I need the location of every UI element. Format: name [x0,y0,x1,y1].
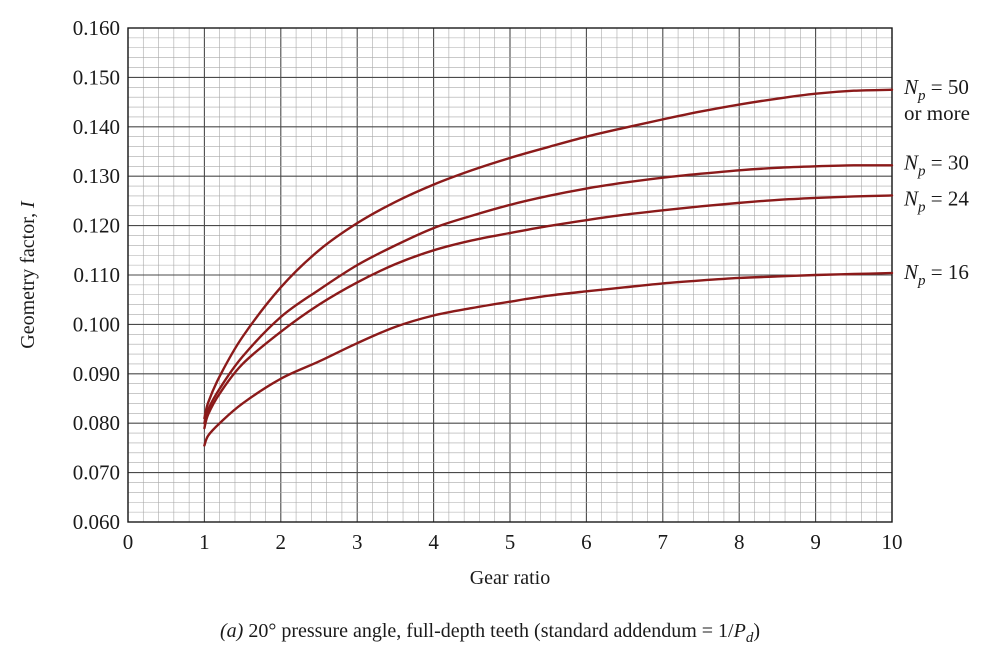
x-axis-title: Gear ratio [470,567,551,589]
x-tick-label: 2 [276,530,287,554]
caption-var: P [733,620,746,642]
x-tick-label: 5 [505,530,516,554]
series-label-line2: or more [904,101,970,125]
plot-frame [127,27,893,523]
x-tick-label: 0 [123,530,134,554]
caption-sub: d [746,630,754,646]
series-line [203,164,894,425]
series-label: Np = 24 [903,186,969,215]
figure-caption: (a) 20° pressure angle, full-depth teeth… [220,620,760,646]
x-tick-labels: 0 1 2 3 4 5 6 7 8 9 10 [123,530,903,554]
x-tick-label: 9 [810,530,821,554]
y-tick-label: 0.070 [73,461,120,485]
y-tick-label: 0.110 [74,263,120,287]
y-tick-label: 0.080 [73,411,120,435]
x-tick-label: 4 [428,530,439,554]
chart-grid [127,27,893,523]
x-tick-label: 7 [658,530,669,554]
series-lines [203,88,894,447]
y-tick-label: 0.130 [73,164,120,188]
x-tick-label: 10 [882,530,903,554]
caption-prefix: (a) [220,620,244,642]
series-label: Np = 50 [903,75,969,104]
series-line [203,88,894,420]
y-tick-label: 0.090 [73,362,120,386]
y-tick-label: 0.160 [73,16,120,40]
series-label: Np = 30 [903,150,969,179]
caption-suffix: ) [753,620,760,642]
x-tick-label: 3 [352,530,363,554]
series-line [203,271,894,447]
y-tick-label: 0.060 [73,510,120,534]
x-tick-label: 6 [581,530,592,554]
y-axis-title: Geometry factor, I [17,200,39,349]
series-line [203,194,894,430]
y-tick-label: 0.150 [73,65,120,89]
y-tick-label: 0.140 [73,115,120,139]
y-tick-label: 0.100 [73,312,120,336]
chart-axes [127,27,893,523]
y-tick-labels: 0.060 0.070 0.080 0.090 0.100 0.110 0.120 0.130… [73,16,120,534]
y-tick-label: 0.120 [73,214,120,238]
x-tick-label: 8 [734,530,745,554]
series-label: Np = 16 [903,260,969,289]
caption-text: 20° pressure angle, full-depth teeth (st… [243,620,734,642]
x-tick-label: 1 [199,530,210,554]
